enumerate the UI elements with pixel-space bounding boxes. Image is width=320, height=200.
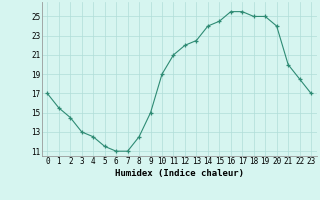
X-axis label: Humidex (Indice chaleur): Humidex (Indice chaleur) (115, 169, 244, 178)
